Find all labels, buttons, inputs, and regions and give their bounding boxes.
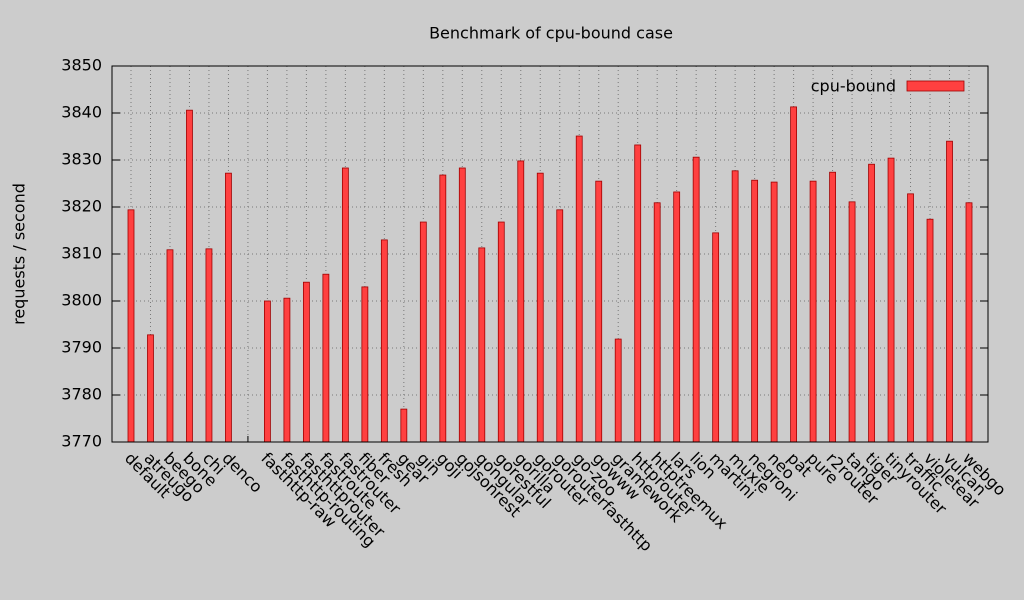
bar	[829, 171, 836, 443]
bar	[536, 172, 544, 443]
bar	[205, 248, 213, 443]
bar	[186, 109, 193, 443]
bar	[556, 209, 564, 443]
bar	[147, 334, 154, 443]
bar	[907, 193, 914, 443]
y-tick-label: 3780	[61, 385, 102, 404]
y-tick-label: 3810	[61, 244, 102, 263]
bar	[751, 179, 759, 443]
bar	[653, 202, 661, 443]
legend-label: cpu-bound	[811, 77, 896, 96]
bar	[458, 167, 466, 443]
bar	[595, 180, 603, 443]
bar	[400, 408, 408, 443]
y-tick-label: 3770	[61, 432, 102, 451]
bar	[283, 297, 291, 443]
bar	[887, 157, 895, 443]
bar	[634, 144, 642, 443]
bar	[302, 281, 310, 443]
bar	[497, 221, 505, 443]
bar	[673, 191, 681, 443]
bar	[614, 338, 622, 443]
bar	[575, 135, 583, 443]
legend-swatch	[906, 80, 965, 92]
bar	[868, 163, 875, 443]
y-tick-label: 3790	[61, 338, 102, 357]
chart-title: Benchmark of cpu-bound case	[429, 24, 673, 43]
y-tick-label: 3850	[61, 56, 102, 75]
bar	[264, 300, 271, 443]
plot-frame	[111, 65, 989, 443]
bar	[517, 160, 525, 443]
y-tick-label: 3800	[61, 291, 102, 310]
bar	[926, 218, 934, 443]
y-tick-label: 3820	[61, 197, 102, 216]
bar	[439, 174, 447, 443]
bar	[848, 201, 856, 443]
y-axis-label: requests / second	[10, 183, 29, 325]
bar	[361, 286, 369, 443]
bar	[712, 232, 720, 443]
bar	[692, 156, 700, 443]
bar	[419, 221, 427, 443]
bar	[770, 181, 778, 443]
bar	[946, 140, 953, 443]
bar	[478, 247, 486, 443]
y-tick-label: 3840	[61, 103, 102, 122]
bar	[731, 170, 739, 443]
bar	[809, 180, 817, 443]
bar	[322, 273, 330, 443]
bar	[225, 172, 232, 443]
bar	[166, 249, 174, 443]
bar	[790, 106, 798, 443]
y-tick-label: 3830	[61, 150, 102, 169]
bar	[127, 209, 135, 443]
bar	[341, 167, 349, 443]
bar	[965, 202, 973, 443]
bar	[380, 239, 388, 443]
